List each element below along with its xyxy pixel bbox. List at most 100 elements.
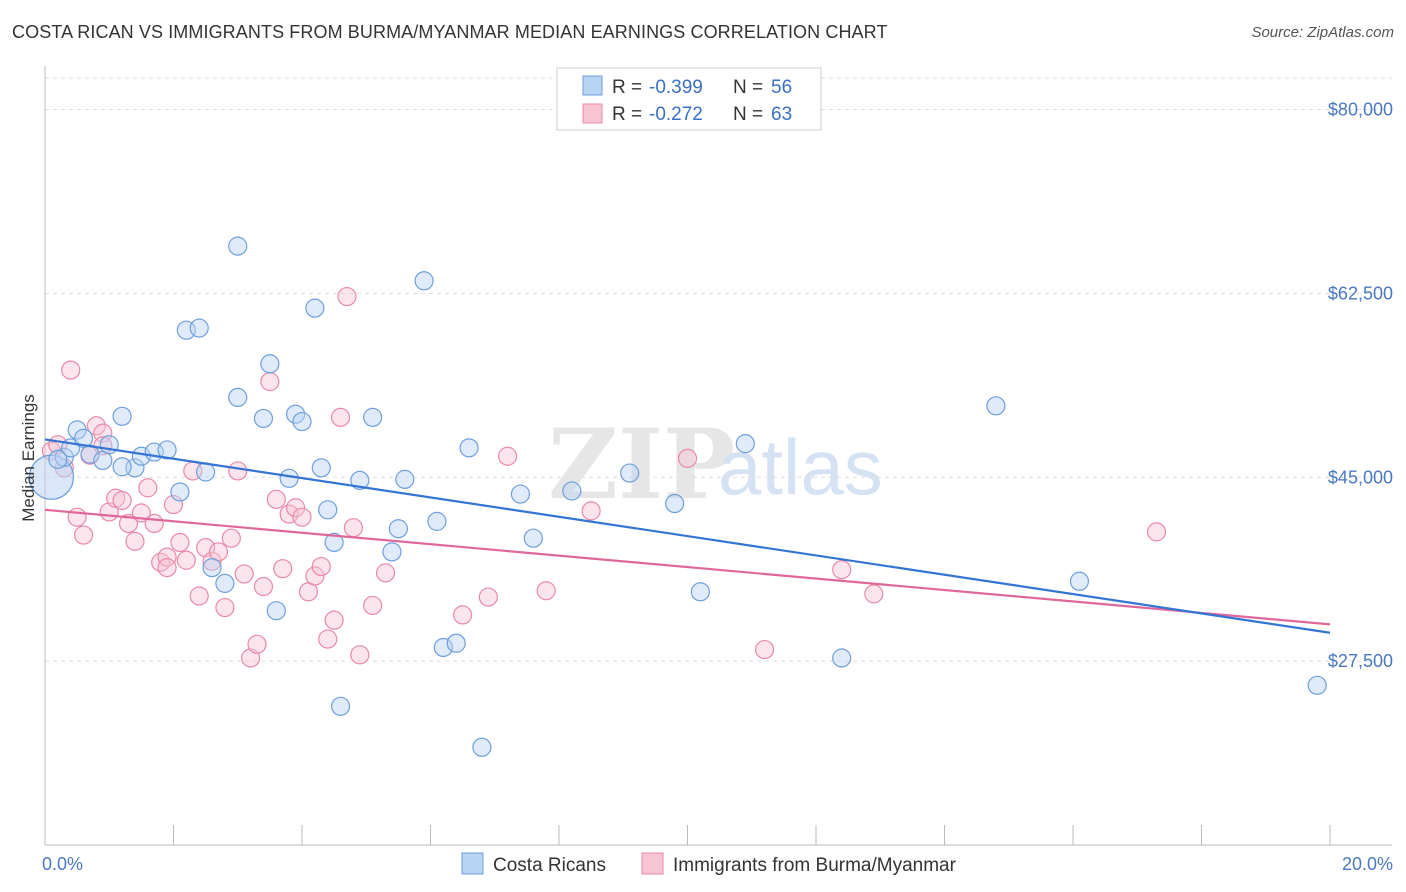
series-costa-rican-points	[28, 236, 1327, 757]
legend-n-label-1: N =	[733, 77, 763, 98]
costa-rican-point	[330, 696, 351, 716]
costa-rican-point	[427, 511, 447, 531]
burma-point	[311, 556, 331, 577]
trend-lines	[44, 438, 1331, 634]
costa-rican-point	[311, 458, 331, 478]
y-tick-label: $45,000	[1328, 467, 1393, 487]
costa-rican-point	[112, 457, 132, 477]
burma-point	[234, 564, 254, 584]
costa-rican-point	[228, 236, 248, 256]
series-burma-points	[41, 286, 1167, 668]
costa-rican-point	[363, 407, 383, 427]
costa-rican-point	[189, 318, 209, 338]
costa-rican-point	[690, 582, 710, 602]
costa-rican-point	[202, 558, 222, 578]
costa-rican-point	[459, 438, 479, 458]
legend-r-value-2: -0.272	[649, 104, 703, 125]
burma-point	[677, 448, 698, 468]
burma-point	[176, 550, 196, 570]
x-tick-label: 0.0%	[42, 854, 83, 874]
burma-point	[273, 559, 293, 579]
costa-rican-point	[446, 633, 466, 653]
burma-point	[350, 645, 370, 665]
y-axis-label: Median Earnings	[19, 394, 38, 522]
tick-labels: $27,500 $45,000 $62,500 $80,000 0.0% 20.0%	[42, 100, 1393, 874]
legend-swatch-blue	[582, 75, 603, 96]
burma-point	[285, 498, 306, 518]
costa-rican-point	[260, 354, 280, 374]
burma-point	[266, 489, 286, 509]
burma-point	[73, 525, 94, 545]
costa-rican-point	[157, 440, 177, 460]
burma-point	[144, 513, 164, 534]
burma-point	[118, 513, 139, 534]
costa-rican-point	[382, 542, 402, 562]
watermark-zip: ZIP	[548, 408, 735, 521]
costa-rican-point	[253, 408, 274, 429]
costa-rican-point	[170, 482, 190, 502]
costa-rican-point	[324, 532, 344, 553]
legend-n-label-2: N =	[733, 104, 763, 125]
series-legend-label-1: Costa Ricans	[493, 855, 606, 876]
y-tick-label: $62,500	[1328, 283, 1393, 303]
legend-n-value-2: 63	[771, 104, 792, 125]
costa-rican-point	[266, 601, 286, 621]
costa-rican-point	[523, 528, 543, 548]
trend-line-costa-rican	[44, 438, 1331, 634]
costa-rican-point	[986, 396, 1006, 416]
costa-rican-point	[433, 637, 453, 658]
costa-rican-point	[735, 434, 755, 454]
burma-point	[337, 286, 357, 307]
burma-point	[536, 581, 556, 601]
burma-point	[318, 629, 338, 649]
costa-rican-point	[1307, 675, 1327, 695]
legend-swatch-pink	[582, 103, 603, 124]
watermark: ZIP atlas	[548, 408, 883, 521]
y-tick-label: $27,500	[1328, 651, 1393, 671]
burma-point	[1146, 522, 1167, 542]
burma-point	[138, 478, 158, 498]
costa-rican-point	[112, 406, 132, 426]
trend-line-burma	[44, 508, 1331, 626]
costa-rican-point	[665, 493, 685, 514]
watermark-atlas: atlas	[718, 423, 883, 511]
burma-point	[157, 558, 177, 578]
costa-rican-point	[215, 573, 235, 593]
burma-point	[253, 576, 274, 597]
legend-r-value-1: -0.399	[649, 77, 703, 98]
costa-rican-point	[196, 462, 216, 482]
costa-rican-point	[1069, 571, 1090, 591]
burma-point	[86, 416, 107, 436]
costa-rican-point	[350, 470, 370, 491]
burma-point	[292, 507, 312, 527]
burma-point	[305, 566, 325, 586]
burma-point	[754, 639, 775, 660]
burma-point	[260, 372, 280, 392]
costa-rican-point	[305, 298, 325, 318]
costa-rican-point	[318, 500, 338, 520]
burma-point	[324, 610, 344, 630]
burma-point	[170, 532, 190, 553]
burma-point	[61, 360, 81, 380]
stats-legend: R = -0.399 N = 56 R = -0.272 N = 63	[556, 67, 822, 131]
costa-rican-point	[285, 404, 306, 424]
burma-point	[478, 587, 498, 607]
series-legend-label-2: Immigrants from Burma/Myanmar	[673, 855, 957, 876]
costa-rican-point	[48, 449, 68, 469]
costa-rican-point	[292, 411, 312, 432]
burma-point	[221, 528, 241, 548]
x-tick-label: 20.0%	[1342, 854, 1393, 874]
burma-point	[67, 507, 87, 527]
burma-point	[330, 407, 351, 427]
costa-rican-point	[388, 519, 408, 539]
series-legend-swatch-blue	[461, 852, 484, 875]
source-note: Source: ZipAtlas.com	[1251, 24, 1394, 41]
costa-rican-point	[832, 648, 852, 668]
burma-point	[112, 490, 132, 510]
legend-n-value-1: 56	[771, 77, 792, 98]
burma-point	[163, 494, 184, 515]
burma-point	[151, 552, 171, 572]
costa-rican-point	[414, 271, 434, 291]
burma-point	[498, 446, 518, 466]
